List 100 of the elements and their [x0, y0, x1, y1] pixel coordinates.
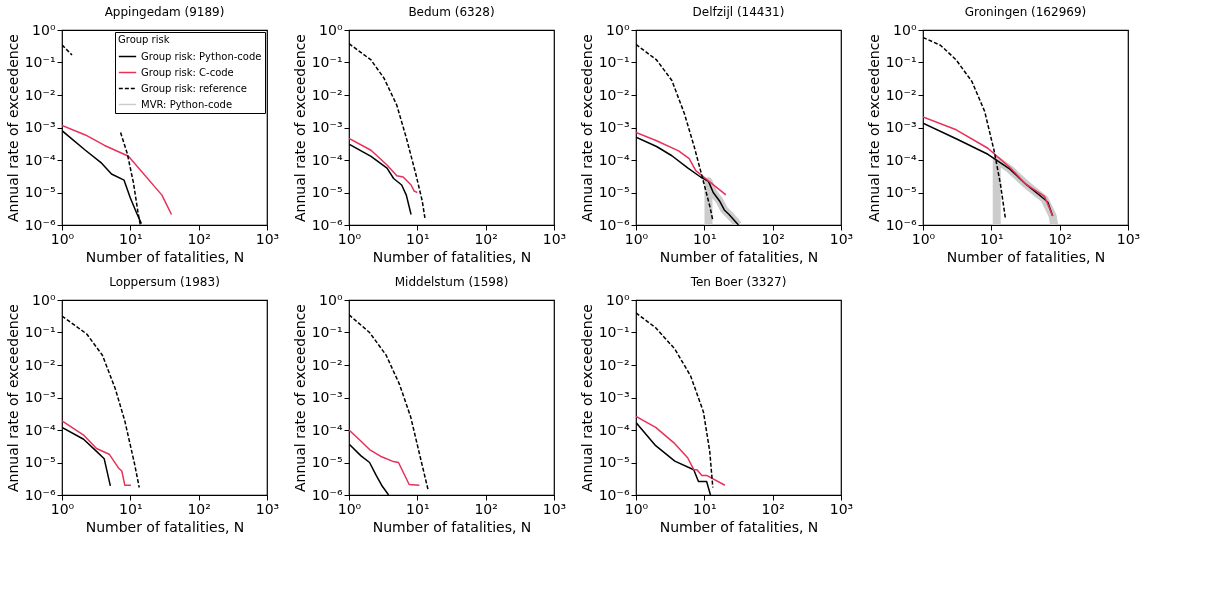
x-tick-label: 10²: [761, 230, 785, 247]
x-tick-label: 10¹: [693, 500, 717, 517]
y-tick-label: 10⁻⁶: [311, 486, 343, 503]
y-tick-label: 10⁰: [606, 291, 630, 308]
chart-title: Appingedam (9189): [104, 5, 225, 19]
x-tick-label: 10¹: [406, 500, 430, 517]
legend-label: Group risk: reference: [141, 82, 247, 94]
x-tick-label: 10²: [1048, 230, 1072, 247]
x-tick-label: 10³: [1116, 230, 1141, 247]
x-tick-label: 10⁰: [337, 500, 362, 517]
y-tick-label: 10⁻⁵: [598, 454, 630, 470]
y-axis-title: Annual rate of exceedence: [578, 34, 595, 222]
chart-title: Ten Boer (3327): [689, 275, 787, 289]
x-tick-label: 10⁰: [50, 230, 75, 247]
y-tick-label: 10⁻⁶: [598, 486, 630, 503]
y-tick-label: 10⁻⁵: [24, 184, 56, 200]
x-tick-label: 10¹: [693, 230, 717, 247]
y-tick-label: 10⁻²: [24, 86, 56, 103]
x-tick-label: 10¹: [406, 230, 430, 247]
chart-title: Delfzijl (14431): [692, 5, 785, 19]
x-axis-title: Number of fatalities, N: [85, 248, 245, 265]
y-tick-label: 10⁻⁶: [24, 216, 56, 233]
legend-title: Group risk: [118, 34, 170, 45]
x-axis-title: Number of fatalities, N: [372, 248, 532, 265]
y-tick-label: 10⁻³: [24, 389, 56, 405]
y-tick-label: 10⁻⁵: [311, 454, 343, 470]
x-tick-label: 10⁰: [337, 230, 362, 247]
y-tick-label: 10⁻²: [598, 356, 630, 373]
y-tick-label: 10⁻¹: [885, 54, 917, 70]
x-tick-label: 10¹: [980, 230, 1004, 247]
y-tick-label: 10⁻⁶: [311, 216, 343, 233]
y-axis-title: Annual rate of exceedence: [865, 34, 882, 222]
y-tick-label: 10⁰: [32, 21, 56, 38]
y-tick-label: 10⁻²: [311, 356, 343, 373]
y-tick-label: 10⁻¹: [598, 54, 630, 70]
x-tick-label: 10⁰: [911, 230, 936, 247]
chart-title: Middelstum (1598): [394, 275, 509, 289]
y-tick-label: 10⁻³: [24, 119, 56, 135]
x-axis-title: Number of fatalities, N: [85, 518, 245, 535]
y-tick-label: 10⁰: [606, 21, 630, 38]
y-tick-label: 10⁻⁴: [885, 151, 917, 168]
y-axis-title: Annual rate of exceedence: [578, 304, 595, 492]
x-tick-label: 10²: [474, 230, 498, 247]
y-tick-label: 10⁻¹: [311, 54, 343, 70]
x-tick-label: 10⁰: [624, 230, 649, 247]
legend-label: Group risk: Python-code: [141, 50, 262, 62]
y-tick-label: 10⁰: [32, 291, 56, 308]
y-tick-label: 10⁰: [893, 21, 917, 38]
y-tick-label: 10⁻⁵: [24, 454, 56, 470]
y-tick-label: 10⁻⁵: [885, 184, 917, 200]
y-tick-label: 10⁻²: [24, 356, 56, 373]
chart-title: Loppersum (1983): [109, 275, 220, 289]
y-tick-label: 10⁻⁴: [24, 421, 56, 438]
y-tick-label: 10⁻⁶: [885, 216, 917, 233]
y-axis-title: Annual rate of exceedence: [4, 304, 21, 492]
y-tick-label: 10⁻³: [311, 119, 343, 135]
y-tick-label: 10⁻³: [598, 389, 630, 405]
x-tick-label: 10³: [829, 230, 854, 247]
y-tick-label: 10⁻¹: [24, 324, 56, 340]
x-tick-label: 10²: [187, 230, 211, 247]
x-tick-label: 10¹: [119, 500, 143, 517]
x-tick-label: 10³: [829, 500, 854, 517]
x-axis-title: Number of fatalities, N: [659, 248, 819, 265]
y-tick-label: 10⁻⁶: [24, 486, 56, 503]
chart-title: Bedum (6328): [408, 5, 495, 19]
x-axis-title: Number of fatalities, N: [372, 518, 532, 535]
y-tick-label: 10⁻⁴: [311, 421, 343, 438]
x-tick-label: 10²: [187, 500, 211, 517]
y-tick-label: 10⁻¹: [598, 324, 630, 340]
y-axis-title: Annual rate of exceedence: [291, 304, 308, 492]
y-tick-label: 10⁻³: [598, 119, 630, 135]
x-tick-label: 10¹: [119, 230, 143, 247]
y-tick-label: 10⁻⁴: [24, 151, 56, 168]
x-tick-label: 10⁰: [624, 500, 649, 517]
legend-label: Group risk: C-code: [141, 66, 234, 78]
y-tick-label: 10⁻⁴: [598, 421, 630, 438]
y-tick-label: 10⁻²: [598, 86, 630, 103]
x-tick-label: 10⁰: [50, 500, 75, 517]
y-tick-label: 10⁻³: [885, 119, 917, 135]
y-tick-label: 10⁻⁴: [598, 151, 630, 168]
y-tick-label: 10⁻³: [311, 389, 343, 405]
y-tick-label: 10⁻¹: [24, 54, 56, 70]
y-tick-label: 10⁻⁴: [311, 151, 343, 168]
y-tick-label: 10⁻⁶: [598, 216, 630, 233]
y-tick-label: 10⁻²: [885, 86, 917, 103]
y-axis-title: Annual rate of exceedence: [291, 34, 308, 222]
x-tick-label: 10³: [255, 230, 280, 247]
y-tick-label: 10⁰: [319, 291, 343, 308]
y-axis-title: Annual rate of exceedence: [4, 34, 21, 222]
y-tick-label: 10⁰: [319, 21, 343, 38]
legend-label: MVR: Python-code: [141, 98, 233, 110]
x-axis-title: Number of fatalities, N: [946, 248, 1106, 265]
x-tick-label: 10²: [474, 500, 498, 517]
x-tick-label: 10²: [761, 500, 785, 517]
y-tick-label: 10⁻⁵: [598, 184, 630, 200]
y-tick-label: 10⁻¹: [311, 324, 343, 340]
x-tick-label: 10³: [255, 500, 280, 517]
y-tick-label: 10⁻⁵: [311, 184, 343, 200]
y-tick-label: 10⁻²: [311, 86, 343, 103]
chart-title: Groningen (162969): [964, 5, 1087, 19]
